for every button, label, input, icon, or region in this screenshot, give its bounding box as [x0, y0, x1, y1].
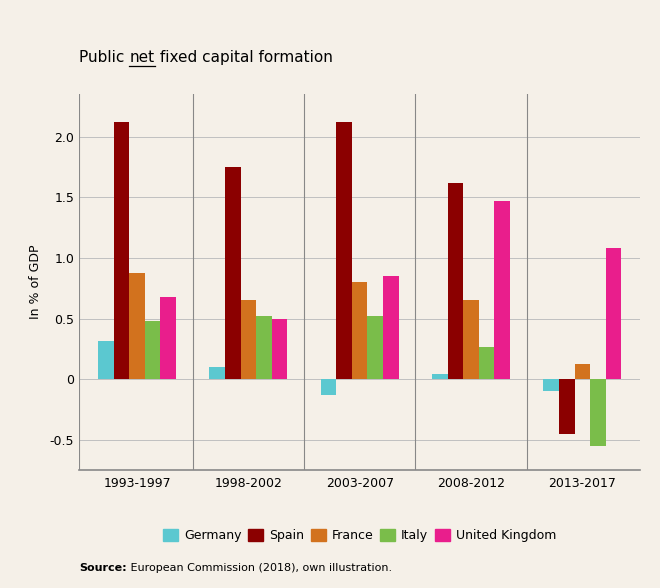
Text: net: net	[129, 50, 154, 65]
Bar	[574, 363, 590, 379]
Bar	[272, 319, 287, 379]
Bar	[241, 300, 256, 379]
Y-axis label: In % of GDP: In % of GDP	[28, 245, 42, 319]
Bar	[129, 272, 145, 379]
Bar	[337, 122, 352, 379]
Bar	[225, 167, 241, 379]
Bar	[145, 321, 160, 379]
Bar	[494, 201, 510, 379]
Bar	[114, 122, 129, 379]
Bar	[590, 379, 606, 446]
Text: Public: Public	[79, 50, 129, 65]
Bar	[447, 183, 463, 379]
Bar	[352, 282, 368, 379]
Bar	[256, 316, 272, 379]
Bar	[368, 316, 383, 379]
Text: Source:: Source:	[79, 563, 127, 573]
Bar	[543, 379, 559, 392]
Bar	[463, 300, 478, 379]
Bar	[98, 340, 114, 379]
Bar	[606, 248, 621, 379]
Bar	[478, 346, 494, 379]
Bar	[559, 379, 574, 434]
Bar	[160, 297, 176, 379]
Legend: Germany, Spain, France, Italy, United Kingdom: Germany, Spain, France, Italy, United Ki…	[160, 526, 560, 546]
Bar	[321, 379, 337, 395]
Text: fixed capital formation: fixed capital formation	[154, 50, 333, 65]
Bar	[209, 368, 225, 379]
Bar	[432, 375, 447, 379]
Text: European Commission (2018), own illustration.: European Commission (2018), own illustra…	[127, 563, 392, 573]
Bar	[383, 276, 399, 379]
